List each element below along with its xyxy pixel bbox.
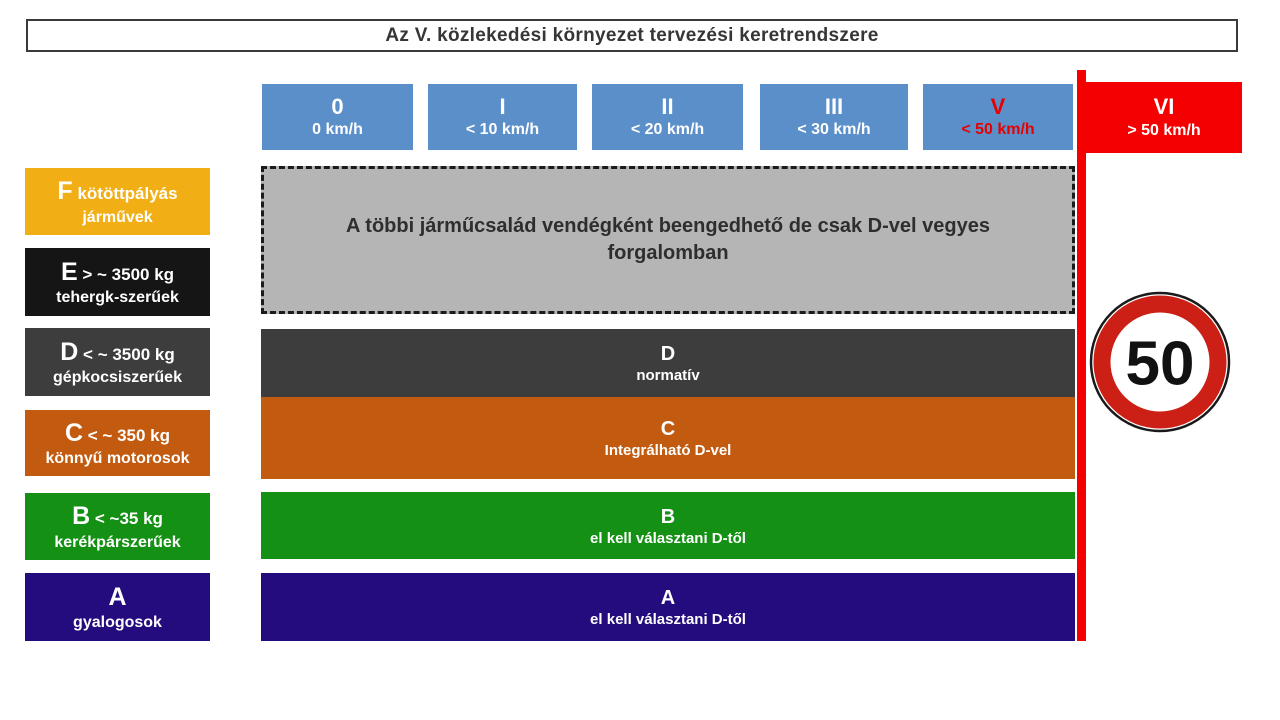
speed-level-label: V	[990, 93, 1006, 119]
speed-limit-divider-line	[1077, 70, 1086, 641]
speed-level-label: I	[499, 93, 506, 119]
vehicle-family-e: E > ~ 3500 kg tehergk-szerűek	[25, 248, 210, 316]
matrix-row-a: A el kell választani D-től	[261, 573, 1075, 641]
speed-level-6-over-limit: VI > 50 km/h	[1086, 82, 1242, 153]
vehicle-family-a: A gyalogosok	[25, 573, 210, 641]
family-description: tehergk-szerűek	[56, 289, 179, 307]
speed-level-range: < 20 km/h	[630, 121, 705, 139]
speed-level-1: I < 10 km/h	[428, 84, 577, 150]
family-detail: < ~35 kg	[94, 509, 163, 529]
family-description: gépkocsiszerűek	[53, 369, 182, 387]
matrix-row-code: C	[660, 418, 676, 440]
family-detail: kötöttpályás	[77, 184, 178, 204]
speed-level-range: > 50 km/h	[1127, 121, 1201, 139]
family-description: könnyű motorosok	[45, 450, 190, 468]
matrix-row-note: Integrálható D-vel	[604, 442, 732, 459]
family-description: gyalogosok	[73, 614, 162, 632]
speed-level-range: 0 km/h	[312, 121, 363, 139]
family-code: F	[57, 177, 73, 206]
speed-level-label: 0	[331, 93, 344, 119]
family-code: E	[60, 257, 78, 286]
matrix-row-note: normatív	[636, 367, 700, 384]
guest-permission-note-box: A többi járműcsalád vendégként beengedhe…	[261, 166, 1075, 314]
vehicle-family-b: B < ~35 kg kerékpárszerűek	[25, 493, 210, 560]
vehicle-family-d: D < ~ 3500 kg gépkocsiszerűek	[25, 328, 210, 396]
matrix-row-c: C Integrálható D-vel	[261, 397, 1075, 479]
speed-level-label: VI	[1153, 94, 1175, 120]
family-detail: > ~ 3500 kg	[82, 264, 175, 284]
page-title-box: Az V. közlekedési környezet tervezési ke…	[26, 19, 1238, 52]
matrix-row-code: D	[660, 343, 676, 365]
speed-level-0: 0 0 km/h	[262, 84, 413, 150]
speed-level-range: < 50 km/h	[961, 121, 1035, 139]
family-description: kerékpárszerűek	[54, 533, 181, 551]
speed-level-2: II < 20 km/h	[592, 84, 743, 150]
speed-limit-sign-50: 50	[1088, 290, 1232, 434]
speed-level-range: < 10 km/h	[465, 121, 540, 139]
speed-limit-sign-icon: 50	[1089, 291, 1231, 433]
guest-permission-note: A többi járműcsalád vendégként beengedhe…	[346, 215, 990, 264]
speed-level-range: < 30 km/h	[797, 121, 871, 139]
speed-level-5-highlighted: V < 50 km/h	[923, 84, 1073, 150]
matrix-row-note: el kell választani D-től	[590, 611, 746, 628]
speed-level-label: II	[661, 93, 674, 119]
matrix-row-b: B el kell választani D-től	[261, 492, 1075, 559]
family-detail: < ~ 3500 kg	[83, 344, 175, 364]
family-code: B	[72, 502, 91, 531]
vehicle-family-f: F kötöttpályás járművek	[25, 168, 210, 235]
family-code: C	[64, 418, 84, 447]
speed-level-label: III	[824, 93, 844, 119]
matrix-row-note: el kell választani D-től	[590, 529, 746, 547]
vehicle-family-c: C < ~ 350 kg könnyű motorosok	[25, 410, 210, 476]
matrix-row-code: B	[660, 505, 676, 528]
matrix-row-code: A	[660, 587, 676, 609]
sign-value: 50	[1126, 330, 1195, 399]
family-detail: < ~ 350 kg	[87, 425, 171, 445]
speed-level-3: III < 30 km/h	[760, 84, 908, 150]
page-title: Az V. közlekedési környezet tervezési ke…	[385, 24, 879, 46]
family-description: járművek	[82, 208, 153, 226]
family-code: D	[60, 337, 79, 366]
matrix-row-d: D normatív	[261, 329, 1075, 397]
family-code: A	[108, 582, 127, 611]
